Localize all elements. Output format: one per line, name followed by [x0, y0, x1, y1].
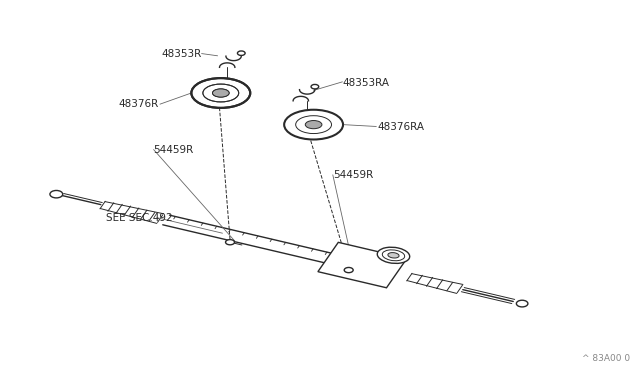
Text: 48353RA: 48353RA [342, 78, 389, 87]
Ellipse shape [377, 247, 410, 263]
Text: 54459R: 54459R [154, 145, 194, 154]
Text: SEE SEC.492: SEE SEC.492 [106, 213, 172, 222]
Ellipse shape [212, 89, 229, 97]
Circle shape [225, 240, 234, 245]
Ellipse shape [388, 253, 399, 258]
Ellipse shape [305, 121, 322, 129]
Text: 48353R: 48353R [161, 49, 202, 59]
Text: 48376RA: 48376RA [378, 122, 424, 132]
Circle shape [344, 267, 353, 273]
Circle shape [50, 190, 63, 198]
Text: 48376R: 48376R [118, 99, 159, 109]
Text: 54459R: 54459R [333, 170, 373, 180]
Polygon shape [318, 242, 407, 288]
Ellipse shape [212, 89, 229, 97]
Text: ^ 83A00 0: ^ 83A00 0 [582, 354, 630, 363]
Circle shape [237, 51, 245, 55]
Circle shape [311, 84, 319, 89]
Circle shape [516, 300, 528, 307]
